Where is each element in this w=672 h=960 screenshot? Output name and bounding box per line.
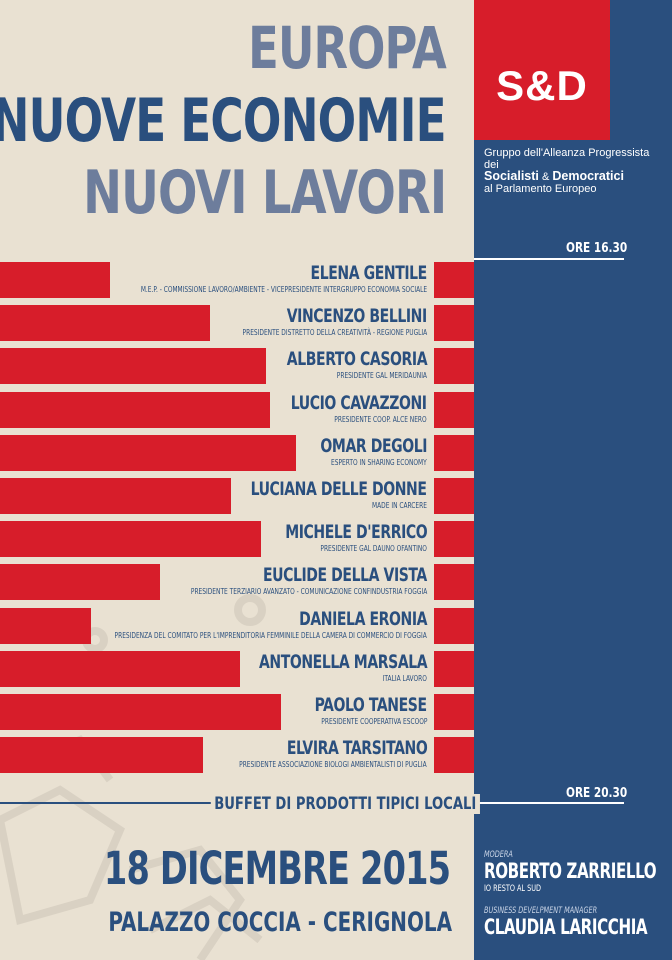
speaker-name: LUCIO CAVAZZONI: [291, 392, 427, 414]
speaker-bar: [0, 694, 281, 730]
speaker-role: Made in Carcere: [372, 501, 427, 510]
group-line-3: al Parlamento Europeo: [484, 182, 597, 195]
speaker-bar-end: [434, 521, 474, 557]
speaker-role: Presidente Terziario Avanzato - Comunica…: [190, 587, 427, 596]
moderator-affiliation: IO RESTO AL SUD: [484, 884, 542, 894]
speaker-role: Presidente Associazione Biologi Ambienta…: [239, 760, 427, 769]
speaker-role: Italia Lavoro: [382, 674, 427, 683]
group-description: Gruppo dell'Alleanza Progressista dei So…: [484, 147, 664, 195]
speaker-name: EUCLIDE DELLA VISTA: [263, 564, 427, 586]
speaker-bar: [0, 435, 296, 471]
speaker-name: ANTONELLA MARSALA: [258, 651, 428, 673]
end-time-rule: [474, 802, 624, 804]
manager-name: CLAUDIA LARICCHIA: [484, 915, 648, 939]
speaker-bar-end: [434, 608, 474, 644]
speaker-name: DANIELA ERONIA: [298, 608, 427, 630]
speaker-name: ALBERTO CASORIA: [286, 348, 428, 370]
speaker-role: Presidente Coop. Alce Nero: [334, 415, 427, 424]
speaker-bar-end: [434, 435, 474, 471]
speaker-bar: [0, 392, 270, 428]
title-nuovi-lavori: NUOVI LAVORI: [82, 158, 447, 228]
speaker-bar: [0, 737, 203, 773]
end-time: ORE 20.30: [566, 786, 628, 801]
group-line-1: Gruppo dell'Alleanza Progressista dei: [484, 147, 650, 171]
speaker-bar: [0, 478, 231, 514]
speaker-role: Presidente GAL Meridaunia: [336, 371, 427, 380]
speaker-name: OMAR DEGOLI: [320, 435, 427, 457]
start-time: ORE 16.30: [566, 241, 628, 256]
moderator-label: MODERA: [484, 850, 513, 860]
speaker-bar-end: [434, 737, 474, 773]
speaker-bar: [0, 564, 160, 600]
group-socialisti: Socialisti: [484, 169, 539, 183]
speaker-name: MICHELE D'ERRICO: [284, 521, 428, 543]
title-nuove-economie: NUOVE ECONOMIE: [0, 86, 447, 156]
speaker-role: M.E.P. - Commissione Lavoro/Ambiente - V…: [140, 285, 427, 294]
speaker-name: LUCIANA DELLE DONNE: [251, 478, 427, 500]
speaker-bar: [0, 651, 240, 687]
speaker-bar: [0, 521, 261, 557]
speaker-bar-end: [434, 478, 474, 514]
speaker-bar: [0, 608, 91, 644]
speaker-role: Presidenza del Comitato per l'Imprendito…: [114, 631, 427, 640]
right-blue-panel: [474, 0, 672, 960]
moderator-name: ROBERTO ZARRIELLO: [484, 859, 657, 883]
event-date: 18 DICEMBRE 2015: [103, 842, 451, 895]
speaker-name: VINCENZO BELLINI: [286, 305, 427, 327]
logo-block: [474, 0, 610, 140]
speaker-bar: [0, 262, 110, 298]
title-europa: EUROPA: [248, 14, 447, 82]
event-place: PALAZZO COCCIA - CERIGNOLA: [108, 907, 452, 938]
speaker-bar-end: [434, 262, 474, 298]
speaker-bar-end: [434, 348, 474, 384]
speaker-bar-end: [434, 392, 474, 428]
speaker-name: PAOLO TANESE: [314, 694, 427, 716]
speaker-bar: [0, 305, 210, 341]
speaker-bar-end: [434, 305, 474, 341]
sd-logo: S&D: [496, 62, 588, 109]
speaker-role: Esperto in Sharing Economy: [331, 458, 427, 467]
speaker-name: ELVIRA TARSITANO: [286, 737, 427, 759]
buffet-label: BUFFET DI PRODOTTI TIPICI LOCALI: [211, 794, 480, 814]
group-democratici: Democratici: [552, 169, 624, 183]
speaker-bar: [0, 348, 266, 384]
manager-label: BUSINESS DEVELPMENT MANAGER: [484, 906, 598, 916]
speaker-role: Presidente Cooperativa Escoop: [320, 717, 427, 726]
speaker-bar-end: [434, 651, 474, 687]
speaker-name: ELENA GENTILE: [310, 262, 428, 284]
speaker-role: Presidente GAL Dauno Ofantino: [320, 544, 427, 553]
start-time-rule: [474, 258, 624, 260]
speaker-bar-end: [434, 694, 474, 730]
group-ampersand: &: [541, 171, 550, 183]
speaker-bar-end: [434, 564, 474, 600]
speaker-role: Presidente Distretto della Creatività - …: [242, 328, 427, 337]
